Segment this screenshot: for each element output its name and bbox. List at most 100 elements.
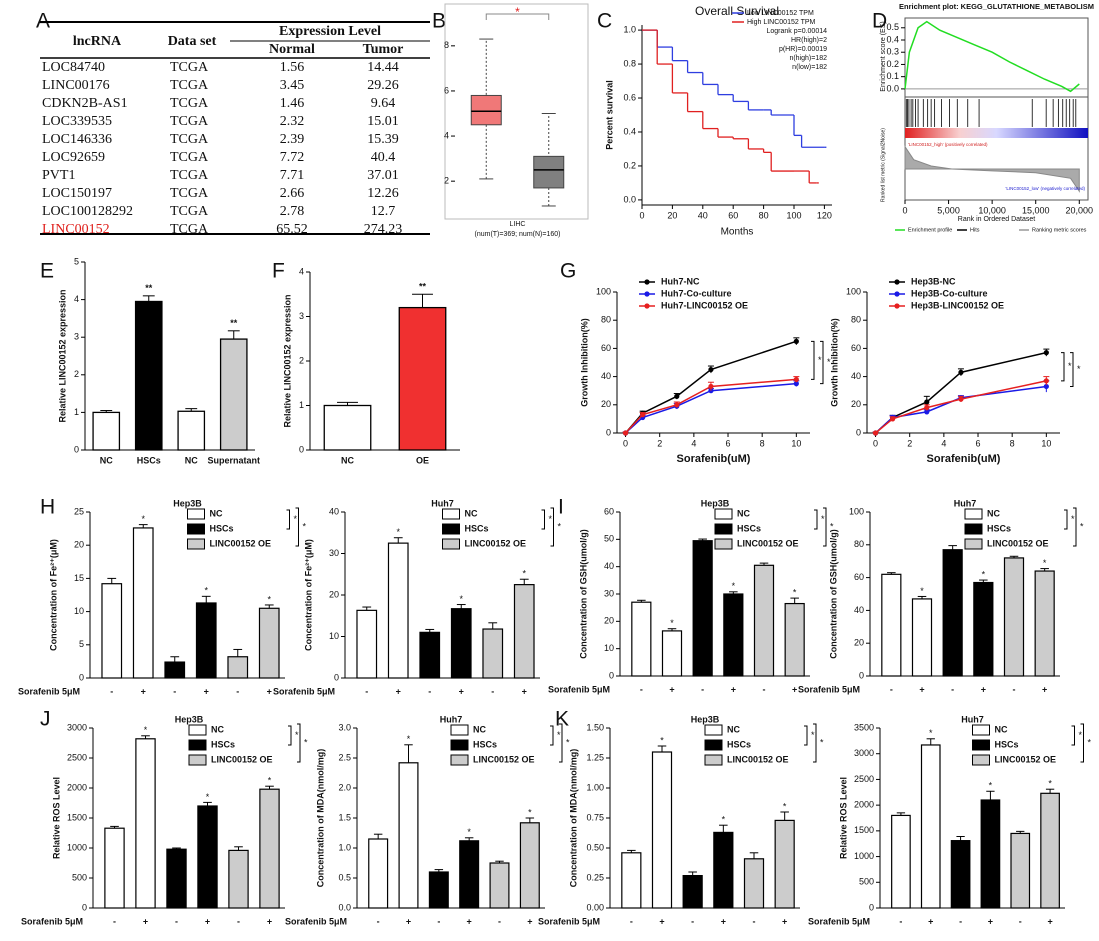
y-tick-label: 50 [604, 534, 614, 544]
x-tick-label: - [691, 916, 694, 926]
significance-label: * [303, 521, 307, 531]
x-tick-label: 10 [791, 438, 801, 448]
y-axis-label: Relative ROS Level [838, 777, 848, 859]
panel-label: G [560, 260, 576, 283]
metric-axis-label: Ranked list metric (Signal2Noise) [880, 128, 886, 202]
plot-frame [444, 3, 589, 220]
legend-label: Huh7-Co-culture [661, 288, 732, 298]
y-tick-label: 20 [329, 589, 339, 599]
y-tick-label: 0.8 [623, 58, 636, 68]
significance-label: * [830, 521, 834, 531]
significance-label: * [1080, 521, 1084, 531]
x-tick-label: - [236, 686, 239, 696]
bar [166, 848, 187, 909]
bar [134, 300, 163, 451]
y-tick-label: 2000 [67, 782, 87, 792]
legend-swatch [188, 724, 207, 736]
y-axis-label: Concentration of Fe²⁺(μM) [303, 539, 313, 651]
x-axis-label: Sorafenib 5μM [808, 916, 870, 926]
significance-label: ** [145, 283, 153, 293]
significance-bracket [541, 509, 545, 530]
metric-area [904, 145, 1080, 193]
marker [793, 381, 799, 387]
y-tick-label: 0.4 [886, 34, 899, 44]
y-tick-label: 60 [604, 506, 614, 516]
y-tick-label: 500 [859, 877, 874, 887]
significance-bracket [813, 723, 817, 763]
legend-label: LINC00152 OE [727, 754, 789, 764]
marker [924, 405, 930, 411]
significance-bracket [1080, 723, 1084, 763]
legend-swatch [964, 538, 983, 550]
legend-label: NC [995, 724, 1008, 734]
table-cell: TCGA [170, 78, 209, 93]
x-tick-label: - [701, 684, 704, 694]
x-tick-label: - [377, 916, 380, 926]
panel-label: C [597, 10, 612, 33]
y-tick-label: 100 [846, 286, 861, 296]
significance-bracket [823, 507, 827, 547]
y-tick-label: 0 [856, 427, 861, 437]
table-cell: TCGA [170, 204, 209, 219]
y-tick-label: 0.5 [338, 872, 351, 882]
bar [661, 630, 683, 677]
significance-label: * [982, 569, 986, 579]
x-tick-label: - [959, 916, 962, 926]
significance-bracket [811, 340, 815, 380]
table-cell: PVT1 [42, 168, 75, 183]
y-tick-label: 0.50 [586, 842, 604, 852]
y-tick-label: 25 [74, 506, 84, 516]
x-axis-label: Sorafenib 5μM [18, 686, 80, 696]
table-cell: TCGA [170, 168, 209, 183]
x-tick-label: 20,000 [1066, 205, 1094, 215]
y-axis-label: Growth Inhibition(%) [829, 318, 839, 406]
significance-label: * [1088, 737, 1092, 747]
table-cell: 29.26 [367, 78, 399, 93]
legend-marker [644, 291, 650, 297]
significance-bracket [804, 725, 808, 746]
table-cell: 15.39 [367, 132, 399, 147]
marker [640, 412, 646, 418]
legend-label: NC [465, 508, 478, 518]
legend-label: LINC00152 OE [473, 754, 535, 764]
x-tick-label: 2 [907, 438, 912, 448]
y-tick-label: 1500 [67, 812, 87, 822]
y-tick-label: 5 [74, 256, 79, 266]
legend-swatch [972, 754, 990, 766]
y-tick-label: 0.2 [886, 59, 899, 69]
significance-label: * [827, 357, 831, 367]
significance-bracket [485, 13, 550, 20]
table-cell: LOC146336 [42, 132, 112, 147]
significance-label: * [1077, 364, 1081, 374]
panel-label: B [432, 10, 446, 33]
table-cell: 9.64 [371, 96, 396, 111]
x-tick-label: OE [416, 455, 429, 465]
chart-title: Huh7 [961, 714, 984, 724]
y-tick-label: 8 [444, 40, 449, 50]
legend-label: NC [210, 508, 223, 518]
chart-title: Hep3B [175, 714, 204, 724]
x-tick-label: 10,000 [978, 205, 1006, 215]
significance-label: * [783, 801, 787, 811]
legend-swatch [972, 724, 990, 736]
legend-label: NC [211, 724, 224, 734]
x-tick-label: + [467, 916, 472, 926]
legend-label: Low LINC00152 TPM [747, 10, 814, 17]
marker [674, 393, 680, 399]
y-tick-label: 0 [859, 670, 864, 680]
x-axis-label: Sorafenib 5μM [798, 684, 860, 694]
x-tick-label: - [498, 916, 501, 926]
significance-bracket [550, 507, 554, 547]
table-cell: LOC100128292 [42, 204, 133, 219]
x-tick-label: 2 [657, 438, 662, 448]
table-header: Normal [269, 42, 315, 57]
y-axis-label: Relative LINC00152 expression [282, 294, 292, 427]
legend-marker [894, 291, 900, 297]
y-tick-label: 1.5 [338, 812, 351, 822]
table-cell: 1.46 [280, 96, 305, 111]
panel-label: H [40, 496, 55, 519]
x-tick-label: + [782, 916, 787, 926]
y-tick-label: 0 [606, 427, 611, 437]
y-tick-label: 0.2 [623, 160, 636, 170]
legend-swatch [187, 523, 205, 535]
